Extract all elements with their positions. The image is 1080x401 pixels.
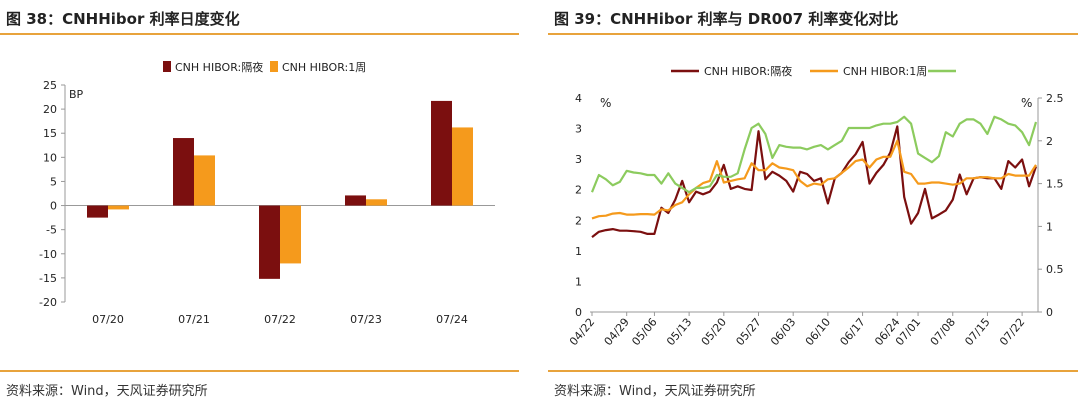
x-tick-label: 05/13 <box>664 316 694 349</box>
y-tick-label: 20 <box>43 103 57 116</box>
bar-07-21-s1 <box>173 138 194 206</box>
right-figure-panel: 图 39：CNHHibor 利率与 DR007 利率变化对比 CNH HIBOR… <box>548 0 1080 401</box>
left-y-tick-label: 3 <box>575 153 582 166</box>
right-figure-title: 图 39：CNHHibor 利率与 DR007 利率变化对比 <box>554 10 899 28</box>
left-y-unit: % <box>600 96 611 110</box>
right-source-rule <box>548 370 1078 372</box>
x-tick-label: 07/21 <box>178 313 210 326</box>
y-tick-label: -10 <box>39 248 57 261</box>
series-line-2 <box>591 139 1037 220</box>
legend-label-2: CNH HIBOR:1周 <box>282 61 366 74</box>
left-title-rule <box>0 33 519 35</box>
x-tick-label: 05/06 <box>629 316 659 349</box>
left-y-tick-label: 0 <box>575 306 582 319</box>
right-y-tick-label: 2 <box>1046 135 1053 148</box>
left-y-tick-label: 2 <box>575 214 582 227</box>
y-tick-label: 5 <box>50 175 57 188</box>
x-tick-label: 07/24 <box>436 313 468 326</box>
x-tick-label: 07/22 <box>997 316 1027 349</box>
x-tick-label: 04/29 <box>602 316 632 349</box>
bar-07-24-s2 <box>452 127 473 206</box>
left-source-note: 资料来源：Wind，天风证券研究所 <box>6 384 208 399</box>
x-tick-label: 07/23 <box>350 313 382 326</box>
bar-07-21-s2 <box>194 155 215 206</box>
bar-07-23-s1 <box>345 195 366 206</box>
bar-07-22-s2 <box>280 205 301 264</box>
left-y-tick-label: 4 <box>575 92 582 105</box>
x-tick-label: 07/20 <box>92 313 124 326</box>
legend-swatch-1 <box>163 61 171 72</box>
right-y-tick-label: 1.5 <box>1046 178 1064 191</box>
right-y-tick-label: 1 <box>1046 220 1053 233</box>
x-tick-label: 07/22 <box>264 313 296 326</box>
bar-07-24-s1 <box>431 100 452 206</box>
y-tick-label: -15 <box>39 272 57 285</box>
series-line-3 <box>590 115 1038 194</box>
bar-chart-y-axis: 25 20 15 10 5 0 -5 -10 -15 -20 BP <box>39 79 495 309</box>
x-tick-label: 05/20 <box>699 316 729 349</box>
x-tick-label: 04/22 <box>567 316 597 349</box>
right-y-unit: % <box>1021 96 1032 110</box>
daily-change-bar-chart: CNH HIBOR:隔夜 CNH HIBOR:1周 25 20 15 10 5 0 -5 -10… <box>39 60 495 326</box>
y-axis-unit: BP <box>69 88 84 101</box>
left-figure-panel: 图 38：CNHHibor 利率日度变化 CNH HIBOR:隔夜 CNH HIB… <box>0 0 520 401</box>
left-y-tick-label: 1 <box>575 245 582 258</box>
y-tick-label: 15 <box>43 127 57 140</box>
left-source-rule <box>0 370 519 372</box>
bar-chart-bars: 07/20 07/21 07/22 07/23 07/24 <box>87 100 473 326</box>
right-y-tick-label: 2.5 <box>1046 92 1064 105</box>
line-chart-series <box>590 115 1038 238</box>
legend-label-1: CNH HIBOR:隔夜 <box>175 60 263 74</box>
bar-07-20-s2 <box>108 205 129 210</box>
line-chart-legend: CNH HIBOR:隔夜 CNH HIBOR:1周 <box>671 64 956 78</box>
x-tick-label: 07/08 <box>928 316 958 349</box>
bar-07-22-s1 <box>259 205 280 279</box>
left-figure-title: 图 38：CNHHibor 利率日度变化 <box>6 10 240 28</box>
right-y-tick-label: 0.5 <box>1046 263 1064 276</box>
legend-swatch-2 <box>270 61 278 72</box>
right-source-note: 资料来源：Wind，天风证券研究所 <box>554 384 756 399</box>
legend-label-2: CNH HIBOR:1周 <box>843 65 927 78</box>
left-y-tick-label: 1 <box>575 275 582 288</box>
y-tick-label: 10 <box>43 151 57 164</box>
y-tick-label: -5 <box>46 224 57 237</box>
x-tick-label: 06/10 <box>803 316 833 349</box>
bar-07-20-s1 <box>87 205 108 218</box>
y-tick-label: -20 <box>39 296 57 309</box>
x-tick-label: 06/03 <box>768 316 798 349</box>
left-y-tick-label: 2 <box>575 184 582 197</box>
rate-comparison-line-chart: CNH HIBOR:隔夜 CNH HIBOR:1周 4 3 3 2 2 1 1 0% 2.5 2 1.… <box>567 64 1064 349</box>
y-tick-label: 25 <box>43 79 57 92</box>
left-y-tick-label: 3 <box>575 123 582 136</box>
bar-chart-legend: CNH HIBOR:隔夜 CNH HIBOR:1周 <box>163 60 366 74</box>
x-tick-label: 05/27 <box>733 316 763 349</box>
x-tick-label: 07/15 <box>962 316 992 349</box>
bar-07-23-s2 <box>366 199 387 206</box>
right-title-rule <box>548 33 1078 35</box>
legend-label-1: CNH HIBOR:隔夜 <box>704 64 792 78</box>
x-tick-label: 06/17 <box>838 316 868 349</box>
right-y-tick-label: 0 <box>1046 306 1053 319</box>
y-tick-label: 0 <box>50 200 57 213</box>
